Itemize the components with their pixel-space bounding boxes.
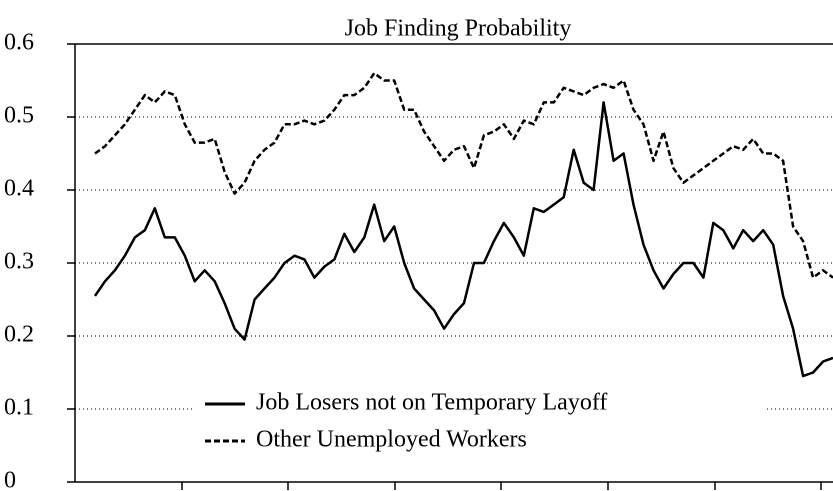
y-tick-label: 0.5: [4, 103, 34, 129]
series-line: [93, 101, 833, 378]
chart-title: Job Finding Probability: [345, 16, 572, 42]
legend-label: Job Losers not on Temporary Layoff: [256, 390, 607, 416]
y-tick-label: 0.6: [4, 30, 34, 56]
y-tick-label: 0: [4, 468, 16, 491]
legend-box: [195, 380, 765, 465]
y-tick-label: 0.4: [4, 176, 34, 202]
legend-label: Other Unemployed Workers: [256, 427, 527, 453]
series-line: [94, 71, 833, 279]
y-tick-label: 0.2: [4, 322, 34, 348]
y-tick-label: 0.1: [4, 395, 34, 421]
y-tick-label: 0.3: [4, 249, 34, 275]
